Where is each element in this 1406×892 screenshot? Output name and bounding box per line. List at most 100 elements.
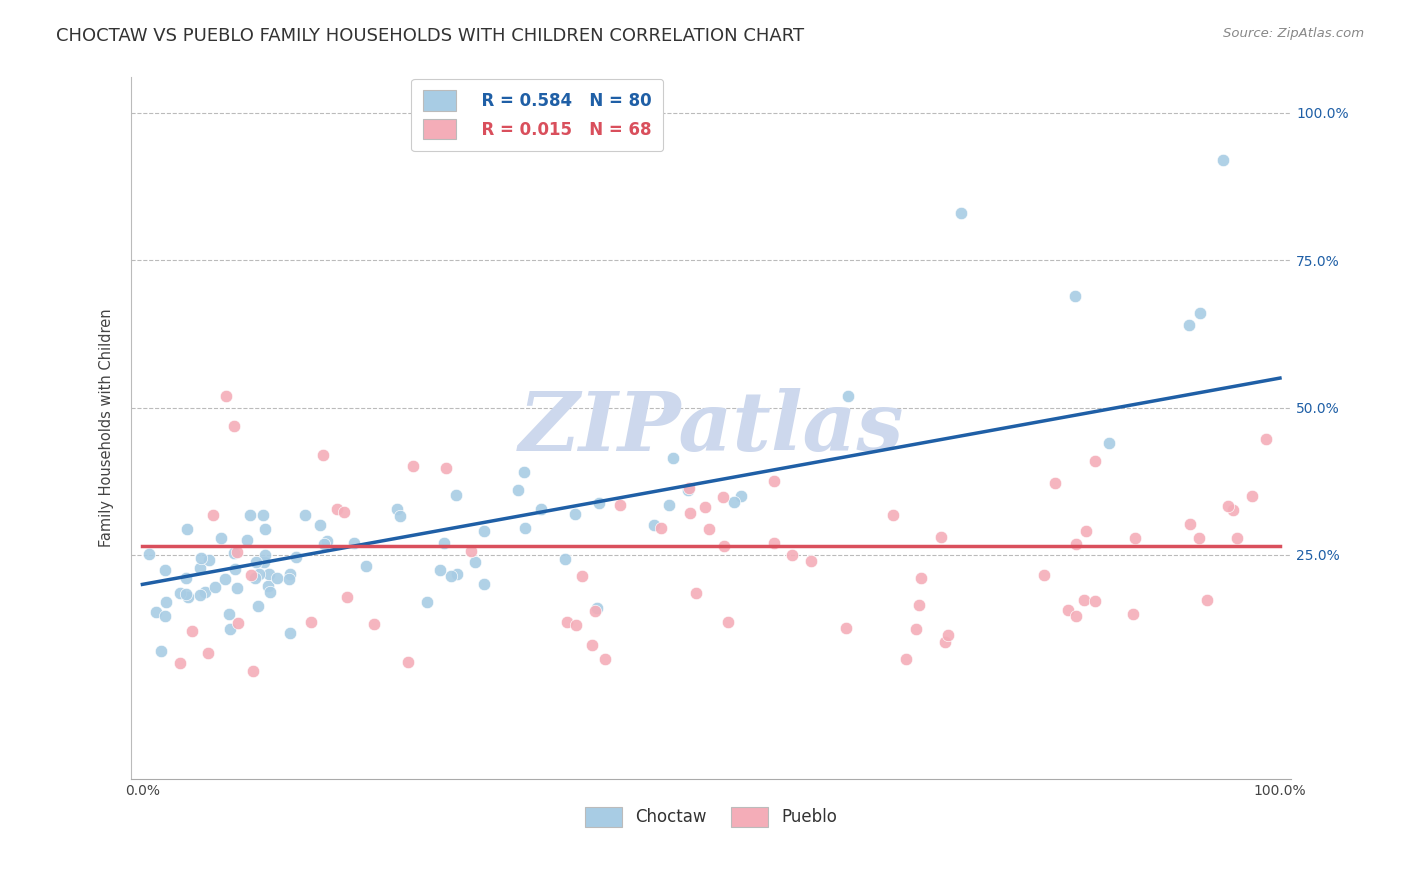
Point (595, 652, 617, 666)
Point (679, 507, 702, 521)
Point (564, 507, 586, 521)
Point (429, 563, 451, 577)
Point (254, 548, 277, 562)
Point (780, 549, 803, 563)
Point (197, 553, 219, 567)
Point (155, 595, 177, 609)
Point (554, 551, 576, 566)
Point (343, 536, 366, 550)
Point (1180, 517, 1202, 532)
Point (176, 587, 198, 601)
Point (1122, 607, 1144, 621)
Y-axis label: Family Households with Children: Family Households with Children (100, 309, 114, 548)
Point (588, 496, 610, 510)
Point (697, 523, 720, 537)
Point (658, 498, 681, 512)
Point (571, 569, 593, 583)
Point (800, 554, 823, 568)
Point (723, 495, 745, 509)
Point (188, 588, 211, 602)
Point (910, 571, 932, 585)
Point (333, 505, 356, 519)
Point (1212, 153, 1234, 167)
Point (678, 481, 700, 495)
Point (402, 458, 425, 473)
Point (929, 530, 952, 544)
Point (1064, 609, 1087, 624)
Point (1074, 524, 1097, 538)
Point (197, 646, 219, 660)
Point (678, 483, 700, 497)
Point (253, 555, 276, 569)
Point (936, 628, 959, 642)
Legend: Choctaw, Pueblo: Choctaw, Pueblo (578, 800, 844, 834)
Point (908, 599, 931, 613)
Point (1073, 593, 1095, 607)
Point (174, 571, 197, 585)
Point (177, 591, 200, 605)
Point (513, 521, 536, 535)
Text: ZIPatlas: ZIPatlas (519, 388, 904, 468)
Point (253, 523, 276, 537)
Point (363, 617, 385, 632)
Point (285, 549, 308, 564)
Point (257, 566, 280, 581)
Point (245, 555, 267, 569)
Point (257, 579, 280, 593)
Point (1064, 537, 1087, 551)
Point (169, 586, 191, 600)
Point (711, 491, 734, 505)
Point (354, 558, 377, 573)
Point (1045, 476, 1067, 491)
Point (243, 571, 266, 585)
Point (299, 615, 322, 629)
Point (472, 577, 495, 591)
Point (472, 524, 495, 539)
Point (396, 655, 419, 669)
Point (685, 586, 707, 600)
Point (643, 518, 665, 533)
Point (224, 419, 246, 434)
Point (312, 448, 335, 462)
Point (316, 534, 339, 549)
Point (389, 509, 412, 524)
Point (204, 580, 226, 594)
Point (1226, 531, 1249, 545)
Point (896, 652, 918, 666)
Point (1240, 489, 1263, 503)
Point (235, 533, 257, 547)
Point (1222, 502, 1244, 516)
Point (188, 560, 211, 574)
Point (266, 571, 288, 585)
Point (1256, 432, 1278, 446)
Point (209, 531, 232, 545)
Point (153, 608, 176, 623)
Point (506, 483, 529, 497)
Point (837, 389, 859, 403)
Point (650, 521, 672, 535)
Point (693, 500, 716, 515)
Point (280, 626, 302, 640)
Point (242, 664, 264, 678)
Point (555, 615, 578, 629)
Point (190, 550, 212, 565)
Point (1123, 531, 1146, 545)
Point (214, 573, 236, 587)
Point (314, 537, 336, 551)
Point (1084, 594, 1107, 608)
Point (444, 488, 467, 502)
Text: Source: ZipAtlas.com: Source: ZipAtlas.com (1223, 27, 1364, 40)
Point (176, 522, 198, 536)
Point (513, 465, 536, 479)
Point (1195, 593, 1218, 607)
Point (385, 502, 408, 516)
Point (202, 508, 225, 523)
Point (218, 607, 240, 621)
Point (609, 498, 631, 512)
Point (224, 562, 246, 576)
Point (581, 639, 603, 653)
Point (416, 595, 439, 609)
Point (446, 566, 468, 581)
Point (181, 624, 204, 638)
Point (246, 599, 269, 613)
